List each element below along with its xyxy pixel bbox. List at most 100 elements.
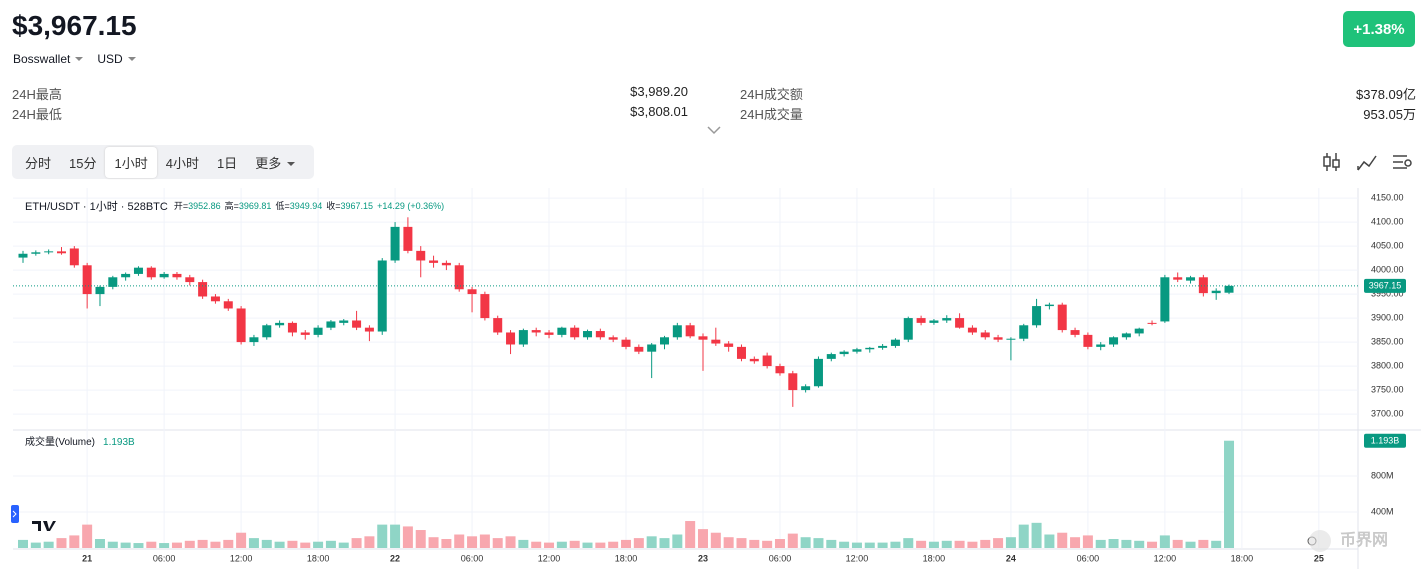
candle-body [1032, 306, 1042, 326]
interval-tab[interactable]: 1日 [216, 155, 238, 171]
volume-bar [82, 524, 93, 548]
y-tick-label: 3750.00 [1371, 384, 1404, 394]
x-tick-label: 18:00 [307, 553, 330, 563]
ohlc-value: 3949.94 [290, 201, 323, 211]
candle-body [480, 294, 490, 319]
settings-list-icon[interactable] [1393, 155, 1412, 169]
expand-toggle[interactable] [706, 124, 722, 136]
candle-body [1224, 285, 1234, 293]
x-tick-label: 06:00 [769, 553, 792, 563]
volume-bar [800, 537, 811, 548]
candle-body [210, 296, 220, 302]
volume-bar [839, 541, 850, 548]
candle-body [672, 325, 682, 338]
volume-bar [749, 539, 760, 548]
candle-body [95, 286, 105, 295]
candle-body [865, 347, 875, 350]
volume-bar [1172, 539, 1183, 548]
indicator-icon[interactable] [1357, 155, 1377, 171]
interval-tab[interactable]: 4小时 [165, 155, 199, 171]
volume-bar [826, 539, 837, 548]
volume-bar [851, 542, 862, 548]
volume-bar [146, 541, 157, 548]
candle-body [647, 344, 657, 352]
volume-bar [325, 540, 336, 548]
volume-bar [467, 536, 478, 548]
candle-body [660, 337, 669, 345]
volume-bar [441, 539, 452, 548]
ohlc-legend: ETH/USDT · 1小时 · 528BTC 开=3952.86 高=3969.8… [25, 200, 444, 213]
volume-bar [903, 538, 914, 548]
ohlc-value: 3967.15 [341, 201, 374, 211]
volume-bar [1031, 522, 1042, 548]
candle-body [31, 252, 41, 254]
candle-body [1044, 304, 1054, 307]
candle-body [390, 226, 400, 261]
candle-body [698, 336, 708, 340]
candle-body [146, 267, 156, 278]
candle-body [980, 332, 990, 338]
dropdown-caret [287, 161, 296, 170]
candle-body [454, 265, 464, 290]
y-tick-label: 4050.00 [1371, 240, 1404, 250]
candle-body [608, 337, 618, 340]
x-tick-label: 18:00 [923, 553, 946, 563]
volume-bar [928, 541, 939, 548]
volume-bar [94, 539, 105, 548]
volume-bar [659, 538, 670, 548]
candle-body [1019, 325, 1029, 339]
wallet-select[interactable]: Bosswallet [13, 52, 83, 66]
candle-body [583, 331, 593, 338]
candle-body [262, 325, 272, 338]
volume-bar [287, 540, 298, 548]
candle-body [403, 226, 413, 251]
volume-bar [159, 543, 170, 548]
ohlc-label: 高= [225, 200, 239, 211]
side-toggle[interactable] [11, 505, 19, 523]
candle-body [826, 354, 836, 359]
x-tick-label: 25 [1314, 553, 1324, 563]
volume-bar [248, 538, 259, 548]
candle-body [339, 320, 349, 323]
chart-bg [13, 188, 1421, 569]
volume-tick-label: 400M [1371, 506, 1394, 516]
y-tick-label: 4150.00 [1371, 192, 1404, 202]
x-tick-label: 21 [82, 553, 92, 563]
ohlc-label: 收= [326, 200, 340, 211]
volume-bar [518, 539, 529, 548]
currency-select[interactable]: USD [97, 52, 135, 66]
candle-body [852, 349, 862, 352]
volume-bar [710, 532, 721, 548]
interval-tab[interactable]: 1小时 [105, 146, 157, 178]
candle-body [326, 321, 336, 328]
candle-body [133, 267, 143, 274]
candle-body [108, 277, 118, 287]
candle-body [903, 318, 913, 340]
candle-body [916, 318, 926, 323]
volume-bar [993, 538, 1004, 548]
interval-tab[interactable]: 更多 [246, 147, 304, 178]
candle-body [223, 301, 233, 309]
volume-bar [569, 540, 580, 548]
interval-tab[interactable]: 15分 [69, 155, 97, 171]
volume-bar [390, 524, 401, 548]
volume-bar [762, 540, 773, 548]
tv-logo-bg [28, 515, 56, 537]
y-tick-label: 3700.00 [1371, 408, 1404, 418]
x-tick-label: 12:00 [1154, 553, 1177, 563]
interval-tab[interactable]: 分时 [25, 155, 52, 171]
candle-body [56, 251, 66, 254]
volume-bar [595, 542, 606, 548]
candle-body [711, 339, 721, 344]
candle-type-icon[interactable] [1323, 153, 1340, 171]
volume-bar [120, 542, 131, 548]
volume-bar [415, 530, 426, 548]
x-tick-label: 24 [1006, 553, 1016, 563]
side-toggle-arrow [12, 510, 17, 518]
volume-bar [954, 540, 965, 548]
volume-bar [941, 540, 952, 548]
last-price-label: 3967.15 [1369, 281, 1402, 291]
candle-body [198, 282, 208, 297]
volume-bar [582, 542, 593, 548]
